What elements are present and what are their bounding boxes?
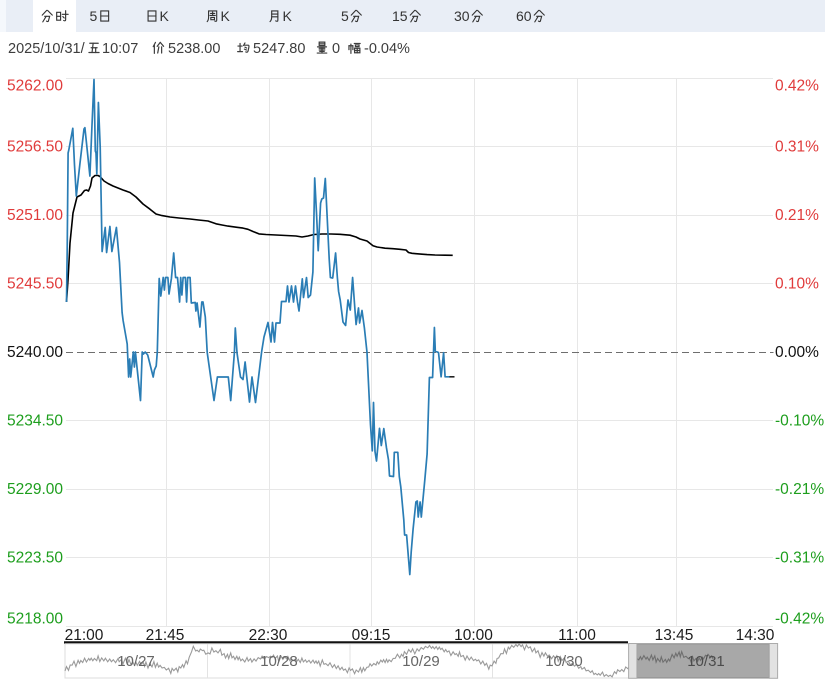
svg-text:5245.50: 5245.50	[7, 276, 63, 293]
svg-text:-0.10%: -0.10%	[775, 413, 824, 430]
svg-text:5247.80: 5247.80	[253, 41, 305, 57]
svg-text:-0.04%: -0.04%	[364, 41, 410, 57]
svg-text:15: 15	[392, 8, 408, 24]
svg-text:K: K	[283, 8, 293, 24]
svg-text:5229.00: 5229.00	[7, 481, 63, 498]
svg-text:10:07: 10:07	[102, 41, 138, 57]
svg-text:13:45: 13:45	[655, 627, 694, 644]
svg-text:10/29: 10/29	[402, 653, 440, 670]
svg-text:0.21%: 0.21%	[775, 207, 819, 224]
svg-text:10/28: 10/28	[260, 653, 298, 670]
svg-text:0: 0	[332, 41, 340, 57]
svg-text:0.31%: 0.31%	[775, 139, 819, 156]
svg-text:22:30: 22:30	[249, 627, 288, 644]
svg-text:5218.00: 5218.00	[7, 611, 63, 628]
svg-text:-0.31%: -0.31%	[775, 550, 824, 567]
svg-text:-0.42%: -0.42%	[775, 611, 824, 628]
svg-text:11:00: 11:00	[558, 627, 596, 644]
svg-text:5251.00: 5251.00	[7, 207, 63, 224]
svg-text:60: 60	[516, 8, 532, 24]
svg-text:14:30: 14:30	[736, 627, 775, 644]
svg-text:21:45: 21:45	[146, 627, 185, 644]
svg-text:5: 5	[90, 8, 98, 24]
svg-text:K: K	[221, 8, 231, 24]
svg-text:09:15: 09:15	[352, 627, 391, 644]
svg-text:0.10%: 0.10%	[775, 276, 819, 293]
svg-text:10:00: 10:00	[454, 627, 493, 644]
svg-text:21:00: 21:00	[65, 627, 104, 644]
svg-text:5223.50: 5223.50	[7, 550, 63, 567]
svg-text:10/27: 10/27	[117, 653, 155, 670]
svg-text:5256.50: 5256.50	[7, 139, 63, 156]
svg-text:10/31: 10/31	[687, 653, 725, 670]
svg-text:5234.50: 5234.50	[7, 413, 63, 430]
svg-text:10/30: 10/30	[545, 653, 583, 670]
svg-text:0.42%: 0.42%	[775, 78, 819, 95]
svg-text:2025/10/31/: 2025/10/31/	[8, 41, 86, 57]
svg-text:5: 5	[341, 8, 349, 24]
svg-text:0.00%: 0.00%	[775, 344, 819, 361]
svg-text:30: 30	[454, 8, 470, 24]
svg-text:5240.00: 5240.00	[7, 344, 63, 361]
svg-text:K: K	[160, 8, 170, 24]
svg-text:5262.00: 5262.00	[7, 78, 63, 95]
svg-text:-0.21%: -0.21%	[775, 481, 824, 498]
svg-text:5238.00: 5238.00	[168, 41, 220, 57]
